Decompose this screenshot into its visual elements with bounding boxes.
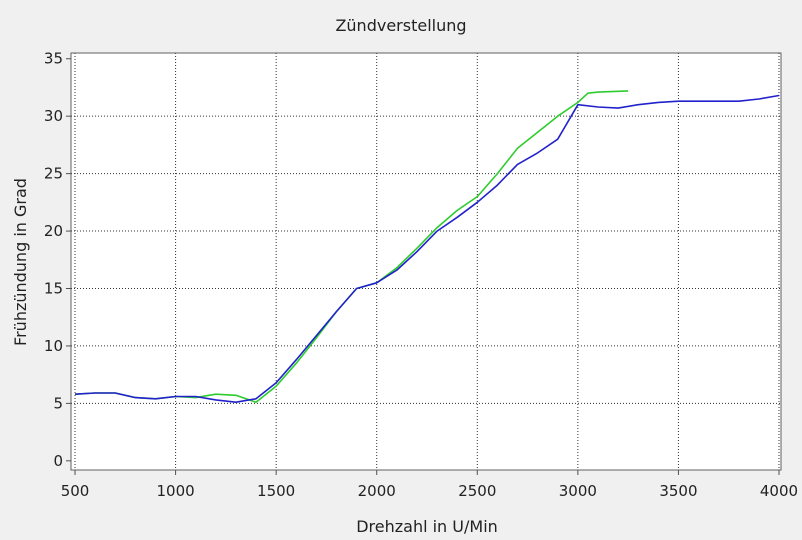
x-tick-label: 1500 xyxy=(257,482,295,500)
plot-border xyxy=(70,52,782,471)
x-tick-label: 500 xyxy=(61,482,90,500)
x-tick-label: 3000 xyxy=(559,482,597,500)
y-axis-label: Frühzündung in Grad xyxy=(11,178,30,346)
y-axis-ticks: 0 5 10 15 20 25 30 35 xyxy=(44,50,71,470)
y-tick-label: 5 xyxy=(53,394,63,412)
plot-area xyxy=(71,53,781,470)
y-tick-label: 30 xyxy=(44,107,63,125)
x-tick-label: 2500 xyxy=(458,482,496,500)
chart-title: Zündverstellung xyxy=(335,16,466,35)
y-tick-label: 10 xyxy=(44,337,63,355)
y-tick-label: 0 xyxy=(53,452,63,470)
y-tick-label: 15 xyxy=(44,279,63,297)
x-tick-label: 1000 xyxy=(156,482,194,500)
series-line-2 xyxy=(74,94,780,404)
y-tick-label: 20 xyxy=(44,222,63,240)
x-tick-label: 2000 xyxy=(358,482,396,500)
y-tick-label: 35 xyxy=(44,50,63,68)
x-tick-label: 3500 xyxy=(659,482,697,500)
y-tick-label: 25 xyxy=(44,165,63,183)
series-lines xyxy=(74,90,780,404)
x-tick-label: 4000 xyxy=(760,482,798,500)
x-axis-label: Drehzahl in U/Min xyxy=(356,517,498,536)
x-axis-ticks: 500 1000 1500 2000 2500 3000 3500 4000 xyxy=(61,470,798,500)
grid-lines xyxy=(71,53,781,470)
